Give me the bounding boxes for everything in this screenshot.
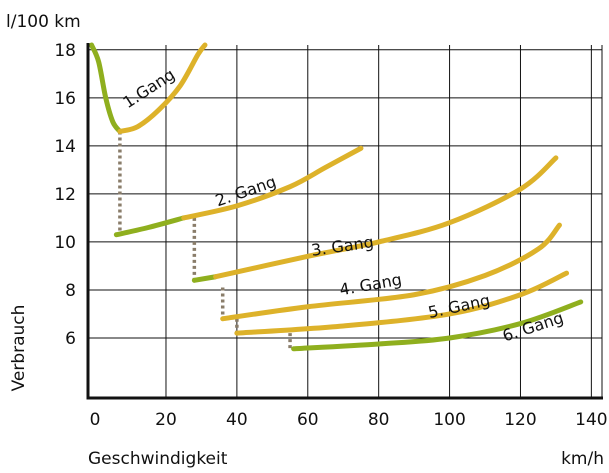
gear-curve-segment bbox=[113, 215, 187, 238]
y-tick-label: 16 bbox=[54, 89, 76, 109]
axes bbox=[86, 43, 603, 400]
tick-labels: 0 20 40 60 80 100 120 140 6 8 10 12 14 16 18 bbox=[54, 41, 607, 430]
y-axis-unit: l/100 km bbox=[6, 12, 81, 32]
y-tick-label: 10 bbox=[54, 233, 76, 253]
gear-curve-segment bbox=[181, 145, 364, 221]
x-tick-label: 20 bbox=[155, 410, 177, 430]
y-axis-title: Verbrauch bbox=[9, 305, 29, 392]
gear-curve-segment bbox=[89, 42, 123, 134]
gear-curve-segment bbox=[213, 155, 559, 280]
x-tick-label: 60 bbox=[297, 410, 319, 430]
x-tick-label: 120 bbox=[504, 410, 536, 430]
gear-label: 6. Gang bbox=[500, 308, 566, 345]
gear-label: 4. Gang bbox=[338, 270, 403, 300]
gear-curves bbox=[89, 42, 584, 352]
x-axis-unit: km/h bbox=[561, 449, 604, 469]
gear-label: 5. Gang bbox=[426, 290, 491, 322]
y-tick-label: 6 bbox=[65, 329, 76, 349]
gear-curve-segment bbox=[220, 222, 562, 322]
y-tick-label: 12 bbox=[54, 185, 76, 205]
x-tick-label: 0 bbox=[90, 410, 101, 430]
x-tick-label: 140 bbox=[575, 410, 607, 430]
x-axis-title: Geschwindigkeit bbox=[88, 449, 228, 469]
gear-shift-lines bbox=[118, 131, 292, 349]
gear-label: 1.Gang bbox=[119, 65, 178, 112]
gear-curve-segment bbox=[234, 270, 570, 336]
y-tick-label: 8 bbox=[65, 281, 76, 301]
gear-curve-segment bbox=[291, 299, 584, 352]
x-tick-label: 40 bbox=[226, 410, 248, 430]
gear-curve-segment bbox=[191, 274, 219, 283]
x-tick-label: 100 bbox=[433, 410, 465, 430]
x-tick-label: 80 bbox=[368, 410, 390, 430]
y-tick-label: 18 bbox=[54, 41, 76, 61]
y-tick-label: 14 bbox=[54, 137, 76, 157]
gear-curve-segment bbox=[117, 42, 208, 134]
gear-label: 3. Gang bbox=[310, 232, 375, 260]
